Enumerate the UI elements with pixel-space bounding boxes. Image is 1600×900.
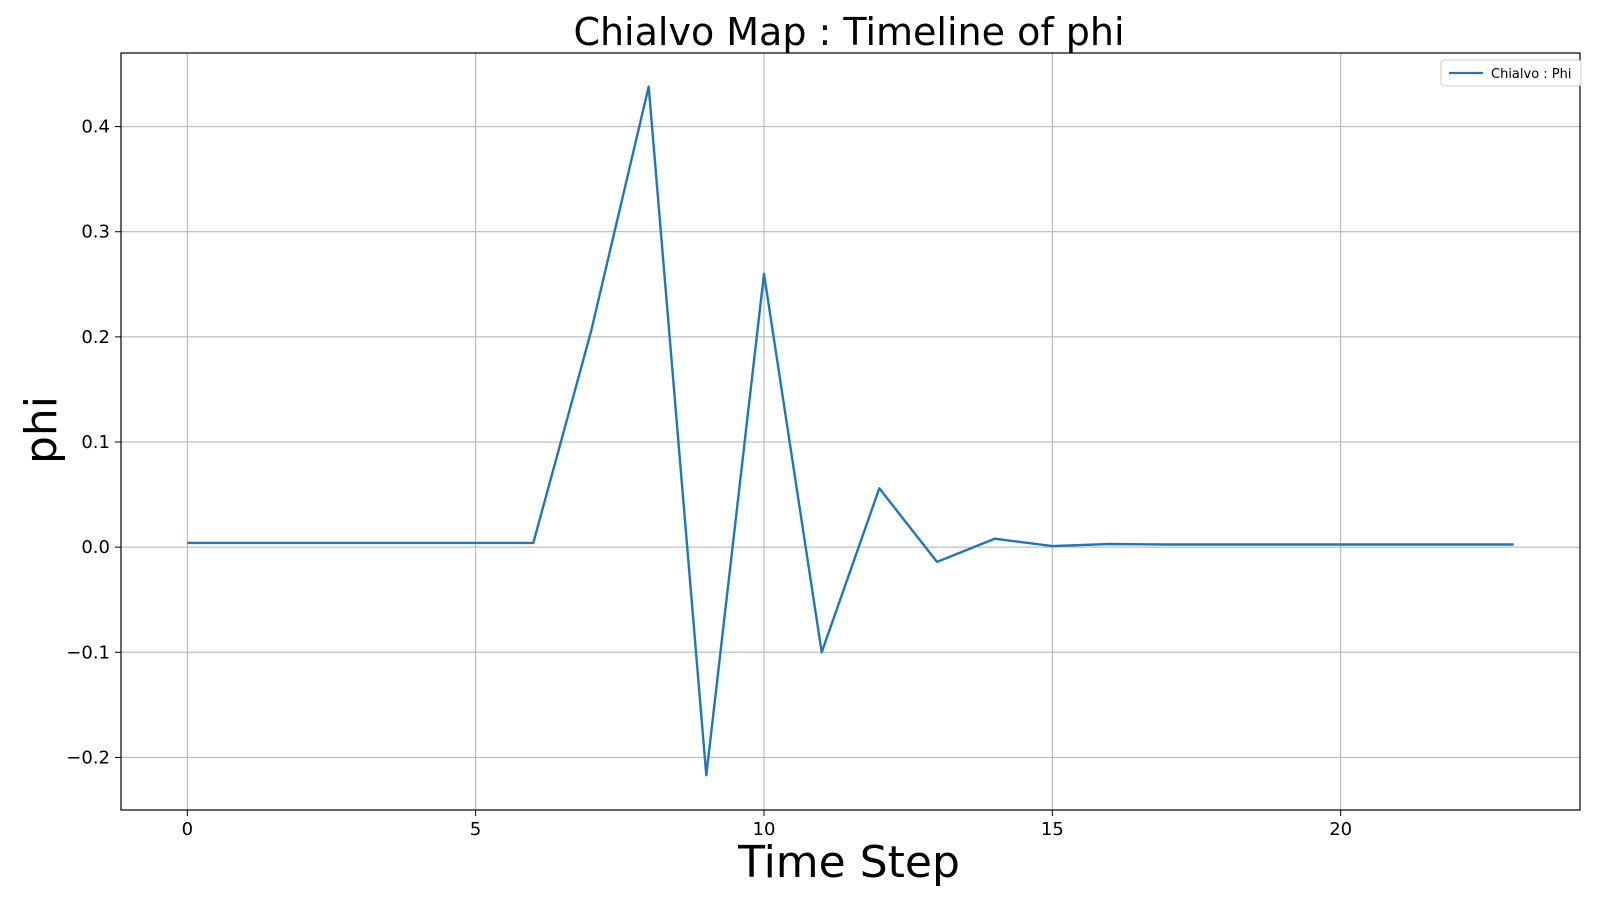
- x-tick-label: 20: [1329, 819, 1352, 840]
- y-tick-label: 0.2: [81, 327, 110, 348]
- y-tick-label: −0.1: [66, 642, 110, 663]
- x-tick-label: 0: [182, 819, 193, 840]
- y-tick-label: 0.3: [81, 222, 110, 243]
- legend-label: Chialvo : Phi: [1491, 67, 1572, 82]
- y-tick-label: 0.1: [81, 432, 110, 453]
- plot-lines: [187, 85, 1514, 777]
- grid: [121, 53, 1580, 810]
- y-tick-label: 0.4: [81, 117, 110, 138]
- series-line: [187, 85, 1514, 777]
- x-tick-label: 5: [470, 819, 481, 840]
- x-axis-ticks: 0 5 10 15 20: [182, 810, 1352, 840]
- y-tick-label: 0.0: [81, 537, 110, 558]
- y-tick-label: −0.2: [66, 747, 110, 768]
- axes-frame: [120, 52, 1581, 811]
- legend-box: [1440, 59, 1582, 87]
- x-tick-label: 15: [1041, 819, 1064, 840]
- legend: Chialvo : Phi: [1440, 59, 1582, 87]
- x-axis-label: Time Step: [737, 837, 960, 888]
- y-axis-ticks: −0.2 −0.1 0.0 0.1 0.2 0.3 0.4: [66, 117, 121, 768]
- x-tick-label: 10: [753, 819, 776, 840]
- y-axis-label: phi: [16, 396, 67, 464]
- chart-title: Chialvo Map : Timeline of phi: [573, 10, 1124, 54]
